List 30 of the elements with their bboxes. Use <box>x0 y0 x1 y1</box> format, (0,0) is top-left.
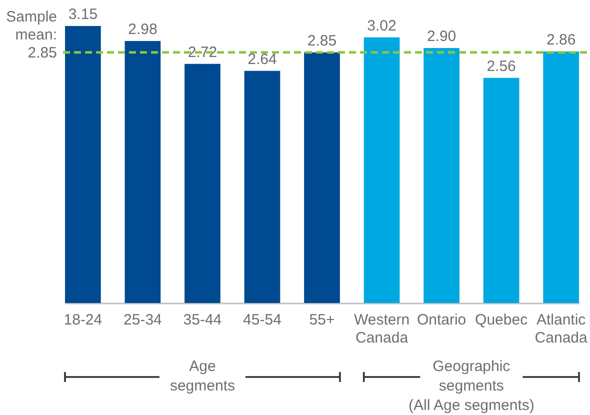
bar <box>424 48 460 303</box>
x-tick-label: Western Canada <box>354 312 410 346</box>
x-tick-label: Ontario <box>416 312 466 328</box>
data-label: 2.90 <box>426 28 456 45</box>
x-tick-label: Quebec <box>475 312 528 328</box>
data-label: 3.15 <box>68 6 98 23</box>
data-label: 2.85 <box>307 32 337 50</box>
bar <box>65 26 101 303</box>
bar <box>244 70 280 303</box>
data-label: 2.86 <box>546 32 576 48</box>
text: Age segments <box>170 358 235 394</box>
bar <box>483 78 520 303</box>
x-tick-label: 35-44 <box>183 312 222 328</box>
data-label: 3.02 <box>367 17 396 34</box>
text: Geographic segments (All Age segments) <box>408 358 534 414</box>
data-label: 2.56 <box>486 58 516 75</box>
x-tick-label: Atlantic Canada <box>534 312 588 346</box>
ref-line-label: Sample mean: 2.85 <box>6 8 57 62</box>
bar <box>304 52 340 303</box>
x-tick-label: 55+ <box>309 312 335 328</box>
bar <box>364 37 400 303</box>
bar <box>184 64 220 303</box>
x-tick-label: 45-54 <box>243 312 282 328</box>
data-label: 2.98 <box>128 20 158 38</box>
bar <box>543 52 579 303</box>
bar <box>124 40 161 303</box>
data-label: 2.72 <box>188 44 218 61</box>
data-label: 2.64 <box>248 50 277 68</box>
x-tick-label: 18-24 <box>64 312 102 328</box>
x-tick-label: 25-34 <box>124 312 162 328</box>
